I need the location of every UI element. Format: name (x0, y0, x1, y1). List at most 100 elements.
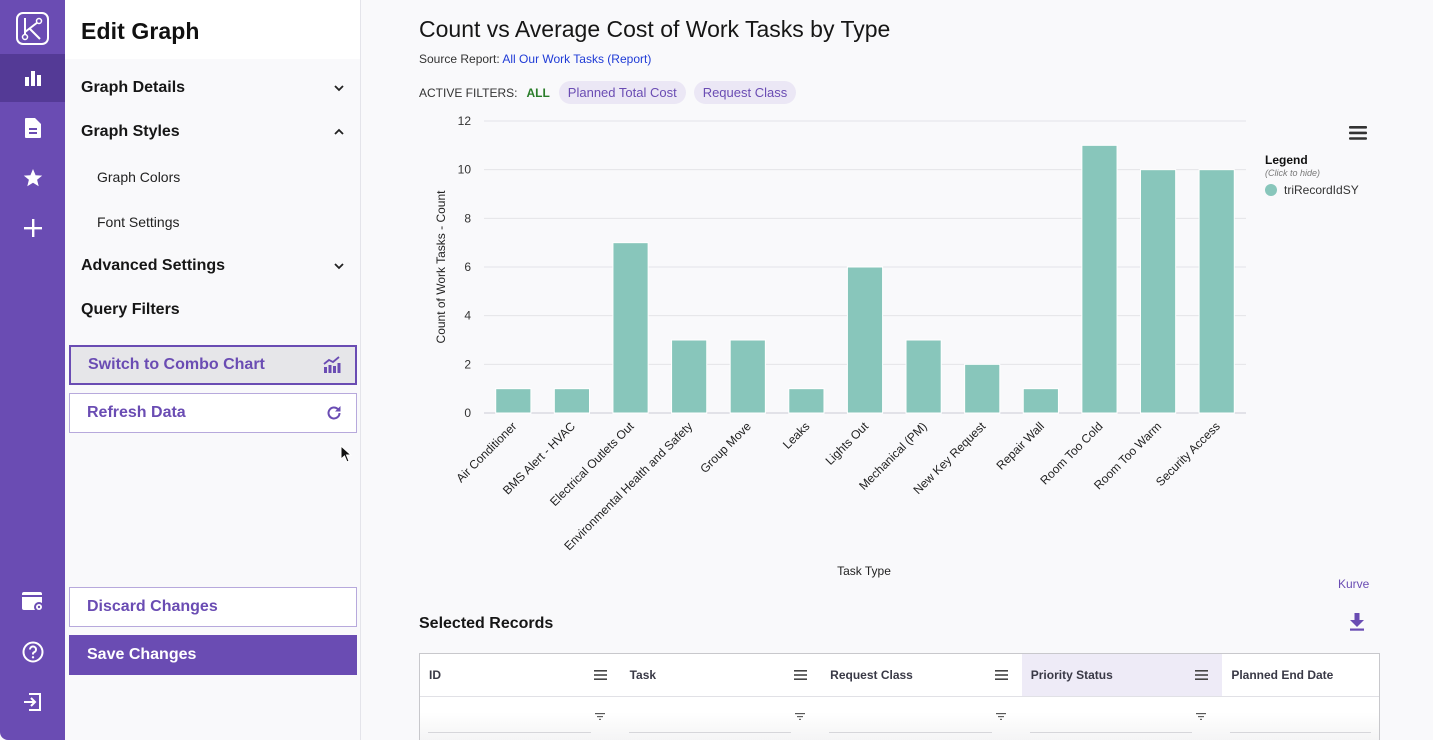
table-filter-row (420, 697, 1379, 737)
y-tick-label: 4 (464, 309, 471, 323)
column-label: ID (429, 668, 441, 682)
plus-icon (23, 219, 42, 237)
filter-icon[interactable] (594, 713, 605, 720)
filter-cell-priority-status[interactable] (1022, 697, 1223, 737)
filter-cell-planned-end-date[interactable] (1222, 697, 1379, 737)
table-header-row: ID Task Request Class Priority Status Pl… (420, 654, 1379, 697)
rail-item-help[interactable] (0, 628, 65, 676)
x-tick-label: Environmental Health and Safety (561, 419, 695, 553)
button-label: Discard Changes (87, 598, 218, 615)
filter-icon[interactable] (795, 713, 806, 720)
subitem-graph-colors[interactable]: Graph Colors (97, 169, 181, 185)
filter-cell-id[interactable] (420, 697, 621, 737)
filter-icon[interactable] (995, 713, 1006, 720)
bar[interactable] (729, 339, 766, 414)
column-header-id[interactable]: ID (420, 654, 621, 696)
subitem-font-settings[interactable]: Font Settings (97, 214, 180, 230)
refresh-icon (327, 406, 341, 420)
switch-to-combo-chart-button[interactable]: Switch to Combo Chart (69, 345, 357, 385)
column-menu-icon[interactable] (593, 670, 607, 680)
download-icon[interactable] (1349, 613, 1365, 631)
column-menu-icon[interactable] (1195, 670, 1209, 680)
rail-item-reports[interactable] (0, 104, 65, 152)
section-query-filters[interactable]: Query Filters (81, 301, 345, 319)
source-report-link[interactable]: All Our Work Tasks (Report) (502, 52, 652, 66)
records-table: ID Task Request Class Priority Status Pl… (419, 653, 1380, 740)
rail-item-logout[interactable] (0, 678, 65, 726)
rail-item-settings[interactable] (0, 578, 65, 626)
filter-input-line[interactable] (628, 732, 792, 733)
edit-graph-panel: Edit Graph Graph Details Graph Styles Gr… (65, 0, 361, 740)
section-advanced-settings[interactable]: Advanced Settings (81, 257, 345, 275)
active-filters: ACTIVE FILTERS: ALL Planned Total Cost R… (419, 81, 804, 104)
filter-all[interactable]: ALL (526, 85, 550, 100)
rail-item-charts[interactable] (0, 54, 65, 102)
bar[interactable] (612, 242, 649, 414)
discard-changes-button[interactable]: Discard Changes (69, 587, 357, 627)
filter-cell-task[interactable] (621, 697, 822, 737)
bar[interactable] (671, 339, 708, 414)
y-tick-label: 6 (464, 260, 471, 274)
chart-title: Count vs Average Cost of Work Tasks by T… (419, 16, 891, 42)
chart-menu-icon[interactable] (1349, 126, 1367, 140)
filter-chip[interactable]: Planned Total Cost (558, 81, 686, 104)
filter-input-line[interactable] (428, 732, 591, 733)
x-tick-label: Group Move (697, 419, 754, 476)
section-graph-styles[interactable]: Graph Styles (81, 123, 345, 141)
legend-item[interactable]: triRecordIdSY (1265, 183, 1359, 197)
rail-item-favorites[interactable] (0, 154, 65, 202)
x-tick-label: Lights Out (823, 419, 872, 468)
filter-input-line[interactable] (1029, 732, 1193, 733)
bar[interactable] (495, 388, 532, 414)
legend-hint: (Click to hide) (1265, 168, 1321, 178)
bar[interactable] (1081, 144, 1118, 414)
document-icon (24, 118, 41, 138)
column-header-planned-end-date[interactable]: Planned End Date (1222, 654, 1379, 696)
legend-title: Legend (1265, 153, 1308, 167)
section-label: Query Filters (81, 301, 180, 318)
column-menu-icon[interactable] (994, 670, 1008, 680)
column-label: Planned End Date (1231, 668, 1334, 682)
kurve-logo-icon[interactable] (16, 12, 49, 45)
save-changes-button[interactable]: Save Changes (69, 635, 357, 675)
column-label: Request Class (830, 668, 913, 682)
refresh-data-button[interactable]: Refresh Data (69, 393, 357, 433)
y-tick-label: 12 (458, 114, 472, 128)
kurve-credit-link[interactable]: Kurve (1338, 577, 1370, 591)
y-tick-label: 8 (464, 211, 471, 225)
column-header-task[interactable]: Task (621, 654, 822, 696)
section-label: Advanced Settings (81, 257, 226, 274)
window-settings-icon (21, 592, 44, 612)
filter-icon[interactable] (1196, 713, 1207, 720)
combo-chart-icon (323, 356, 341, 373)
filter-chip[interactable]: Request Class (693, 81, 797, 104)
y-tick-label: 10 (458, 163, 472, 177)
star-icon (23, 169, 42, 187)
button-label: Save Changes (87, 646, 197, 663)
y-tick-label: 0 (464, 406, 471, 420)
filter-input-line[interactable] (1230, 732, 1371, 733)
bar[interactable] (1022, 388, 1059, 414)
column-menu-icon[interactable] (794, 670, 808, 680)
bar[interactable] (1198, 169, 1235, 414)
bar[interactable] (964, 363, 1001, 414)
filter-cell-request-class[interactable] (821, 697, 1022, 737)
panel-title: Edit Graph (81, 18, 200, 44)
column-label: Task (629, 668, 657, 682)
bar[interactable] (1139, 169, 1177, 414)
bar[interactable] (553, 388, 591, 414)
column-header-priority-status[interactable]: Priority Status (1021, 654, 1223, 696)
main-content: Count vs Average Cost of Work Tasks by T… (362, 0, 1433, 740)
column-header-request-class[interactable]: Request Class (821, 654, 1022, 696)
legend-dot-icon (1265, 184, 1277, 196)
bar[interactable] (905, 339, 942, 414)
bar[interactable] (788, 388, 825, 414)
filter-input-line[interactable] (829, 732, 992, 733)
section-graph-details[interactable]: Graph Details (81, 79, 345, 97)
y-axis-label: Count of Work Tasks - Count (434, 190, 448, 344)
rail-item-create[interactable] (0, 204, 65, 252)
chart-legend: Legend (Click to hide) triRecordIdSY (1265, 153, 1359, 197)
logout-icon (23, 693, 41, 711)
x-tick-label: Leaks (780, 419, 813, 452)
bar[interactable] (846, 266, 884, 414)
